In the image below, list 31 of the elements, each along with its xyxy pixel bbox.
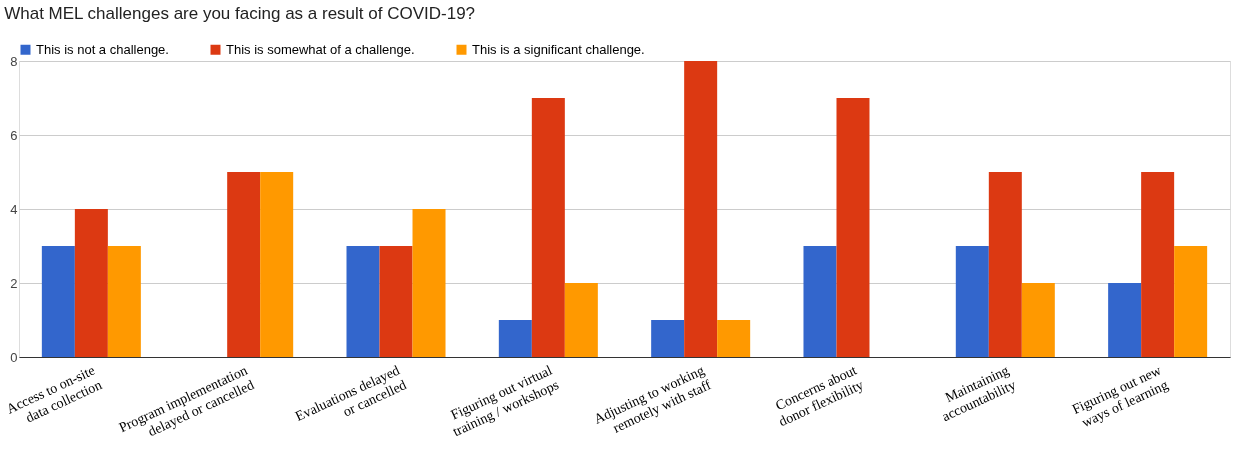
bar [988, 172, 1022, 357]
y-tick-label: 0 [10, 349, 18, 365]
bar [107, 246, 141, 357]
bar [260, 172, 294, 357]
y-tick-label: 6 [10, 127, 18, 143]
bar [836, 98, 870, 357]
bar [684, 61, 718, 357]
y-tick-label: 4 [10, 201, 18, 217]
bar [1174, 246, 1208, 357]
bar [564, 283, 598, 357]
bar [717, 320, 751, 357]
legend-label: This is not a challenge. [36, 41, 169, 57]
bar [379, 246, 413, 357]
y-tick-label: 2 [10, 275, 18, 291]
bar [1108, 283, 1142, 357]
bar [1141, 172, 1175, 357]
bar [531, 98, 565, 357]
bar [498, 320, 532, 357]
bar [41, 246, 75, 357]
y-tick-label: 8 [10, 53, 18, 69]
bar [803, 246, 837, 357]
bar [955, 246, 989, 357]
bar [651, 320, 685, 357]
bar [346, 246, 380, 357]
legend-label: This is somewhat of a challenge. [226, 41, 415, 57]
legend-label: This is a significant challenge. [472, 41, 645, 57]
bar [227, 172, 261, 357]
chart-title: What MEL challenges are you facing as a result of COVID-19? [4, 4, 476, 23]
bar [1021, 283, 1055, 357]
bar [74, 209, 108, 357]
bar [412, 209, 446, 357]
